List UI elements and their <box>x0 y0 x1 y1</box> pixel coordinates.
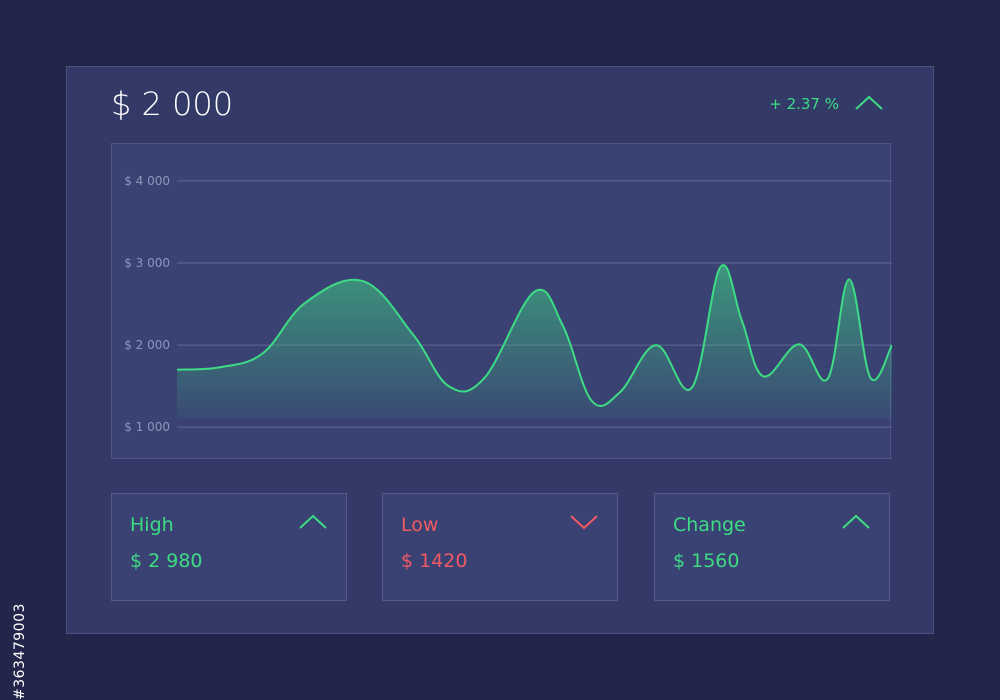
price-card: $ 2 000 + 2.37 % $ 1 000 $ 2 000 $ 3 000 $ … <box>66 66 934 634</box>
stat-change-label: Change <box>673 514 746 536</box>
stat-low-value: $ 1420 <box>401 550 468 572</box>
series-line <box>176 264 892 407</box>
series-area <box>177 265 892 419</box>
chart-canvas: $ 1 000 $ 2 000 $ 3 000 $ 4 000 <box>124 174 892 434</box>
change-percent: + 2.37 % <box>769 95 839 113</box>
stock-id-watermark: #363479003 <box>12 603 28 700</box>
stat-card-change: Change $ 1560 <box>654 493 890 601</box>
stat-high-value: $ 2 980 <box>130 550 203 572</box>
y-tick-label: $ 3 000 <box>124 256 170 270</box>
stat-change-value: $ 1560 <box>673 550 740 572</box>
stat-high-label: High <box>130 514 174 536</box>
chevron-up-icon <box>855 95 883 110</box>
y-tick-label: $ 4 000 <box>124 174 170 188</box>
chevron-down-icon <box>570 515 598 530</box>
stat-card-high: High $ 2 980 <box>111 493 347 601</box>
y-tick-label: $ 1 000 <box>124 420 170 434</box>
chevron-up-icon <box>842 514 870 529</box>
stat-card-low: Low $ 1420 <box>382 493 618 601</box>
y-tick-label: $ 2 000 <box>124 338 170 352</box>
price-chart: $ 1 000 $ 2 000 $ 3 000 $ 4 000 <box>111 143 892 459</box>
current-price: $ 2 000 <box>111 85 234 123</box>
stat-low-label: Low <box>401 514 439 536</box>
chevron-up-icon <box>299 514 327 529</box>
